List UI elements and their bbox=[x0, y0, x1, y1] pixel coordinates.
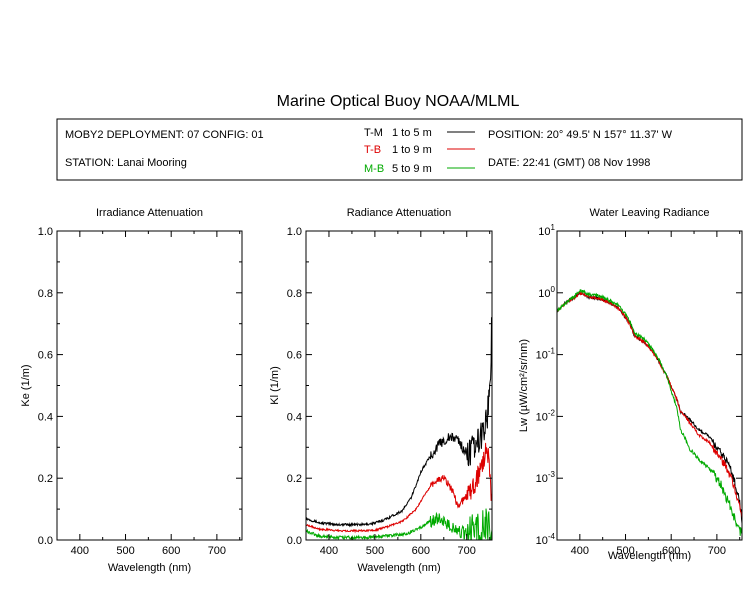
plot-frame bbox=[56, 230, 243, 541]
y-tick-label: 0.6 bbox=[287, 350, 302, 362]
series-line-t-b bbox=[306, 442, 492, 534]
chart-panel-1: Irradiance Attenuation 400 500 600 700 0.0 0.2… bbox=[20, 207, 243, 574]
series-line-t-b bbox=[557, 291, 742, 519]
y-tick-label: 0.0 bbox=[38, 535, 53, 547]
info-box bbox=[56, 118, 743, 181]
y-tick-label: 0.8 bbox=[287, 288, 302, 300]
y-tick-label: 101 bbox=[538, 223, 555, 238]
y-tick-label: 0.2 bbox=[287, 473, 302, 485]
panel-title: Radiance Attenuation bbox=[347, 207, 452, 219]
y-tick-label: 10-4 bbox=[536, 532, 556, 547]
x-axis-label: Wavelength (nm) bbox=[108, 562, 191, 574]
legend-item-t-m: T-M 1 to 5 m bbox=[364, 127, 475, 139]
y-axis-label: Ke (1/m) bbox=[20, 364, 32, 406]
series-line-m-b bbox=[557, 289, 742, 536]
panel-title: Irradiance Attenuation bbox=[96, 207, 203, 219]
x-tick-label: 700 bbox=[208, 545, 226, 557]
x-tick-label: 500 bbox=[616, 545, 634, 557]
x-tick-label: 600 bbox=[412, 545, 430, 557]
panel-title: Water Leaving Radiance bbox=[589, 207, 709, 219]
y-tick-label: 0.0 bbox=[287, 535, 302, 547]
y-tick-label: 0.4 bbox=[287, 411, 302, 423]
x-tick-label: 500 bbox=[116, 545, 134, 557]
y-tick-label: 1.0 bbox=[38, 226, 53, 238]
series-line-m-b bbox=[306, 508, 492, 540]
station-label: STATION: Lanai Mooring bbox=[65, 157, 187, 169]
y-axis-label: Lw (µW/cm²/sr/nm) bbox=[518, 339, 530, 432]
y-tick-label: 10-1 bbox=[536, 347, 556, 362]
y-tick-label: 100 bbox=[538, 285, 555, 300]
legend-item-t-b: T-B 1 to 9 m bbox=[364, 144, 475, 156]
legend-range: 1 to 5 m bbox=[392, 127, 432, 139]
x-tick-label: 600 bbox=[662, 545, 680, 557]
x-tick-label: 600 bbox=[162, 545, 180, 557]
x-axis-label: Wavelength (nm) bbox=[608, 550, 691, 562]
plot-frame bbox=[556, 230, 743, 541]
y-axis-label: Kl (1/m) bbox=[269, 366, 281, 405]
x-tick-label: 400 bbox=[71, 545, 89, 557]
y-tick-label: 0.4 bbox=[38, 411, 53, 423]
plot-frame bbox=[305, 230, 493, 541]
y-tick-label: 1.0 bbox=[287, 226, 302, 238]
chart-panels: Irradiance Attenuation 400 500 600 700 0.0 0.2… bbox=[20, 207, 743, 574]
x-tick-label: 400 bbox=[571, 545, 589, 557]
figure-title: Marine Optical Buoy NOAA/MLML bbox=[277, 93, 520, 110]
x-tick-label: 400 bbox=[320, 545, 338, 557]
legend-code: T-B bbox=[364, 144, 381, 156]
legend-range: 5 to 9 m bbox=[392, 163, 432, 175]
series-line-t-m bbox=[557, 291, 742, 524]
x-tick-label: 700 bbox=[458, 545, 476, 557]
legend-code: M-B bbox=[364, 163, 384, 175]
x-tick-label: 700 bbox=[708, 545, 726, 557]
legend-code: T-M bbox=[364, 127, 383, 139]
date-label: DATE: 22:41 (GMT) 08 Nov 1998 bbox=[488, 157, 650, 169]
chart-panel-2: Radiance Attenuation 400 500 600 700 0.0 0.2 0.… bbox=[269, 207, 493, 574]
y-tick-label: 0.6 bbox=[38, 350, 53, 362]
chart-panel-3: Water Leaving Radiance 400 500 600 700 10-4 10… bbox=[518, 207, 743, 562]
y-tick-label: 10-2 bbox=[536, 408, 556, 423]
deployment-label: MOBY2 DEPLOYMENT: 07 CONFIG: 01 bbox=[65, 129, 264, 141]
position-label: POSITION: 20° 49.5' N 157° 11.37' W bbox=[488, 129, 673, 141]
x-tick-label: 500 bbox=[366, 545, 384, 557]
y-tick-label: 10-3 bbox=[536, 470, 556, 485]
legend-range: 1 to 9 m bbox=[392, 144, 432, 156]
legend-item-m-b: M-B 5 to 9 m bbox=[364, 163, 475, 175]
y-tick-label: 0.2 bbox=[38, 473, 53, 485]
series-line-t-m bbox=[306, 317, 492, 528]
y-tick-label: 0.8 bbox=[38, 288, 53, 300]
series-group bbox=[306, 317, 492, 540]
legend: T-M 1 to 5 m T-B 1 to 9 m M-B 5 to 9 m bbox=[364, 127, 475, 175]
x-axis-label: Wavelength (nm) bbox=[357, 562, 440, 574]
series-group bbox=[557, 289, 742, 536]
